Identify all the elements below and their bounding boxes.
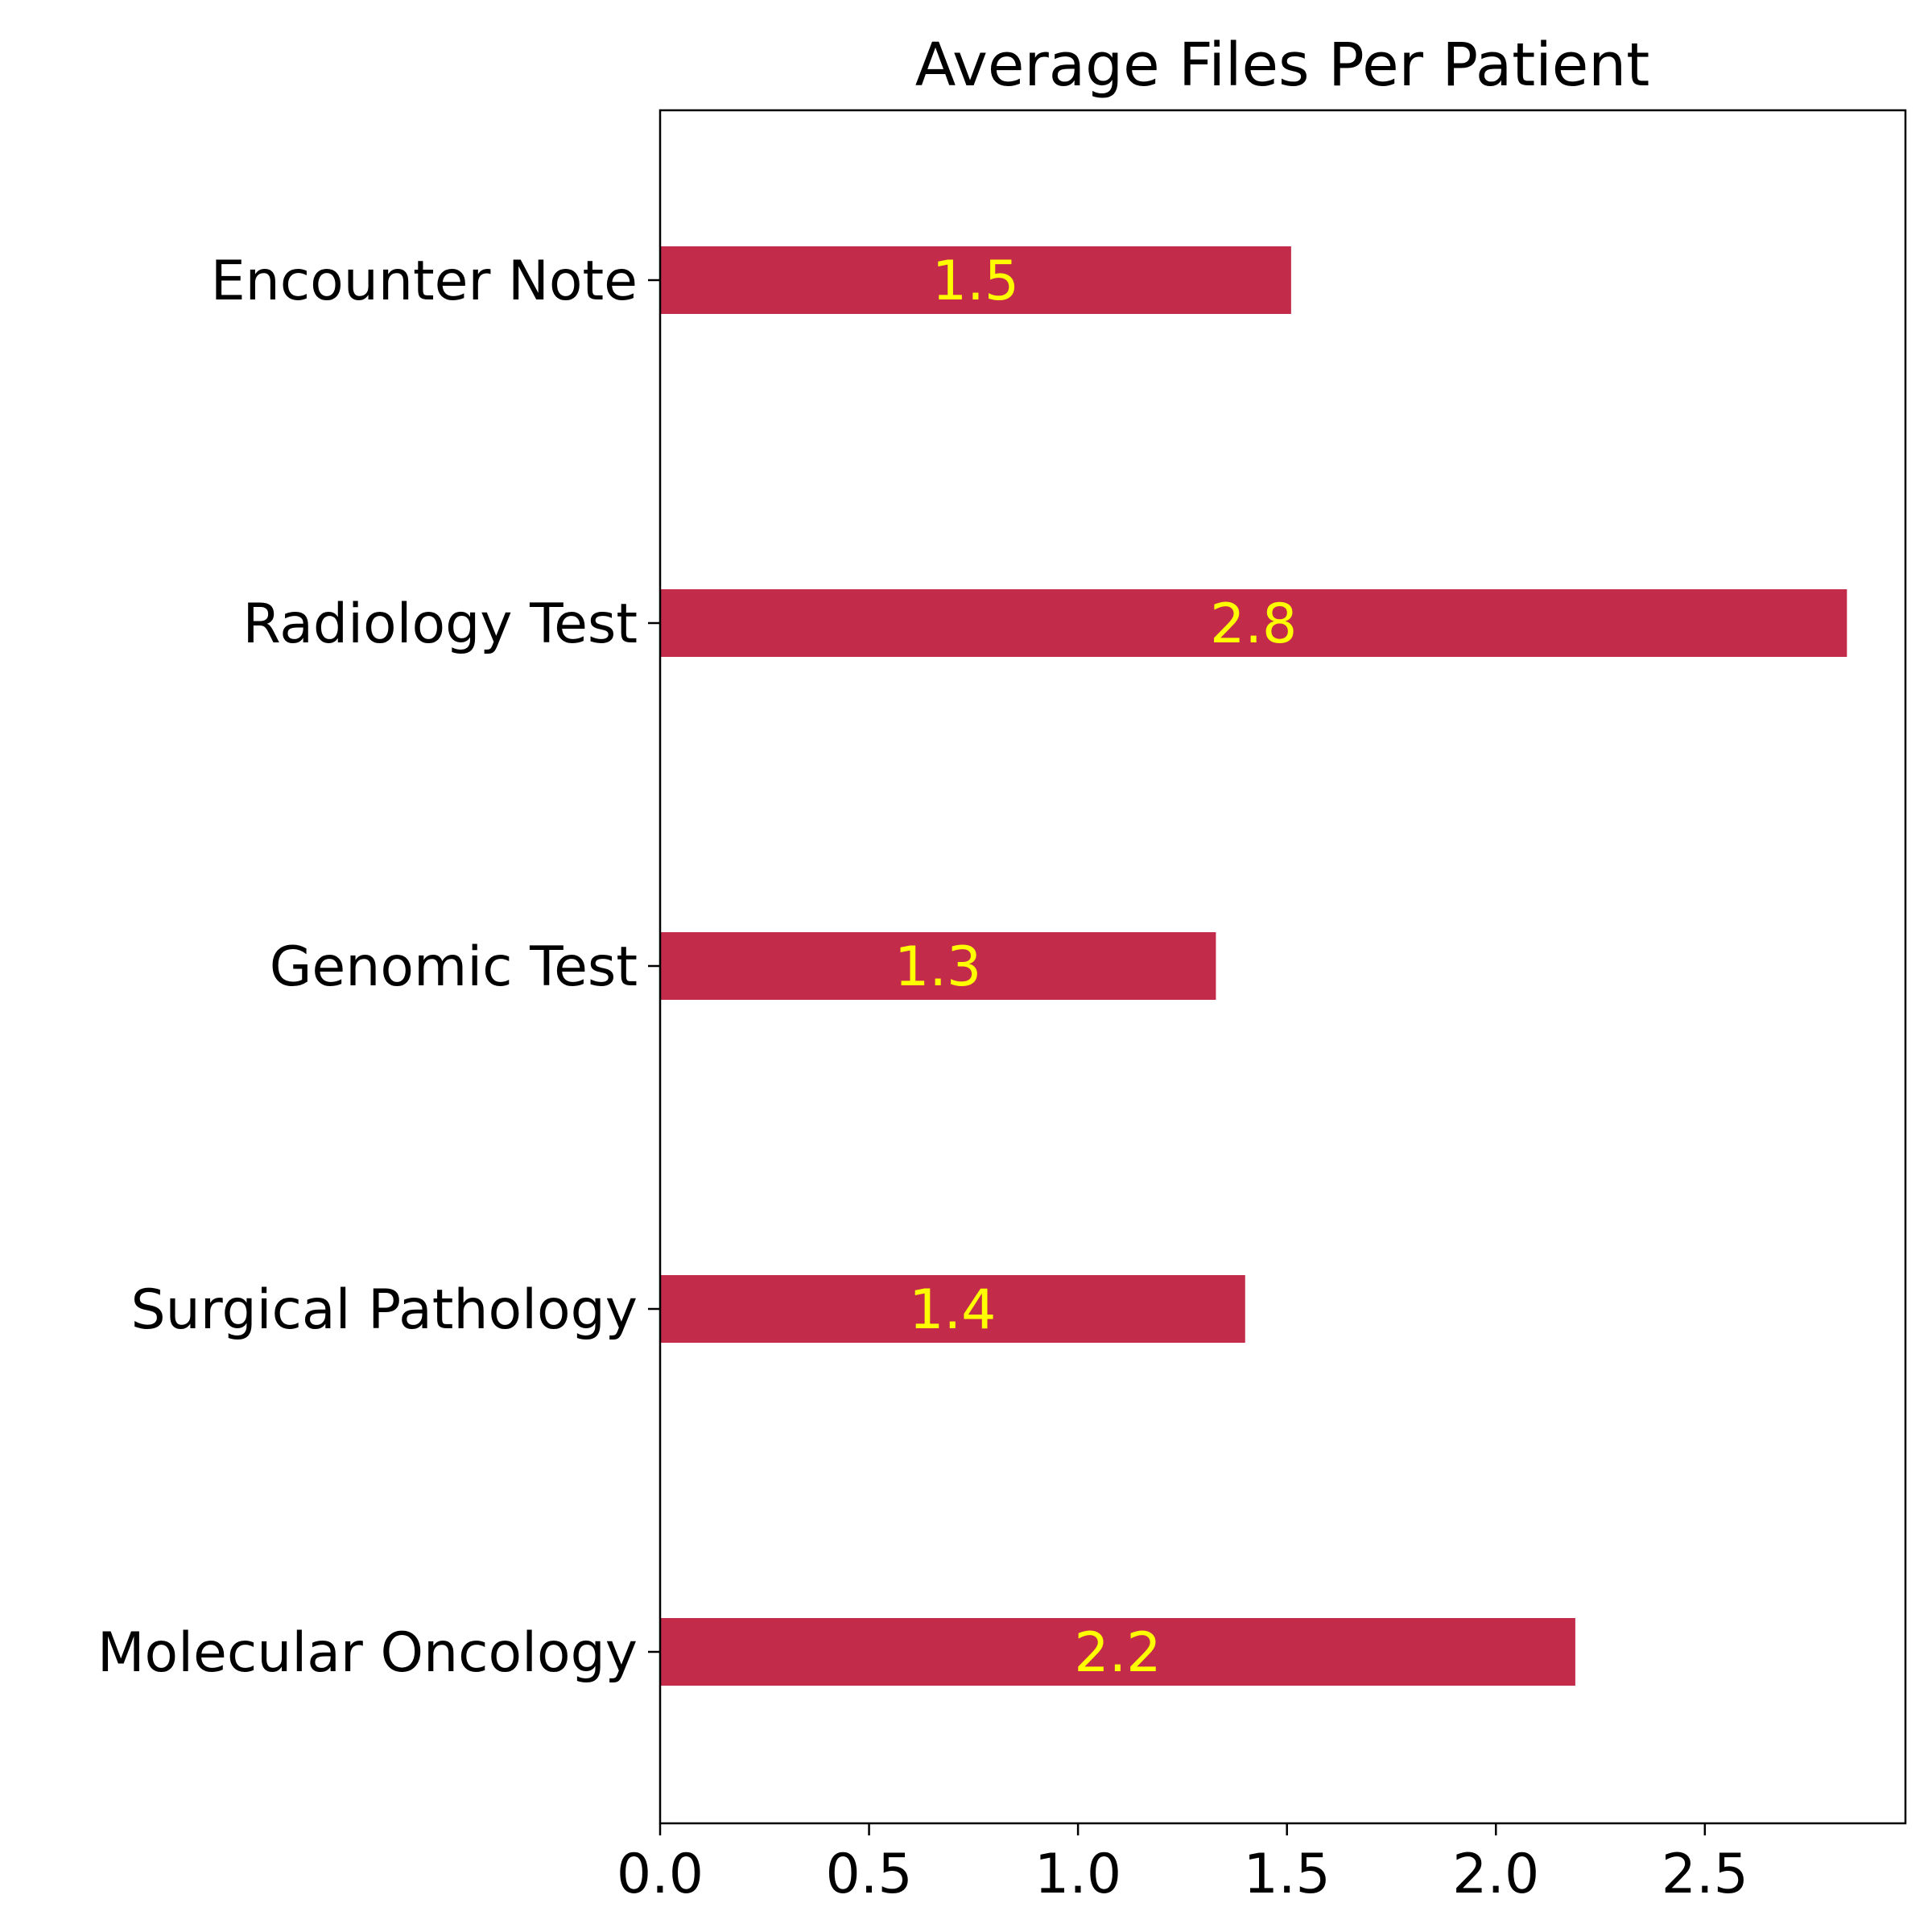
category-label-2: Genomic Test	[270, 935, 638, 999]
x-tick-label-4: 2.0	[1452, 1843, 1539, 1906]
category-label-0: Encounter Note	[211, 250, 638, 313]
category-label-3: Surgical Pathology	[130, 1278, 638, 1342]
data-label-1: 2.8	[1210, 592, 1297, 656]
category-label-4: Molecular Oncology	[97, 1621, 638, 1685]
data-label-4: 2.2	[1074, 1621, 1161, 1685]
bar-3	[660, 1275, 1245, 1343]
bars-group	[660, 246, 1847, 1686]
plot-frame	[658, 109, 1907, 1825]
data-label-0: 1.5	[932, 250, 1019, 313]
x-tick-label-1: 0.5	[825, 1843, 912, 1906]
bar-0	[660, 246, 1291, 314]
x-tick-label-5: 2.5	[1662, 1843, 1748, 1906]
x-tick-label-2: 1.0	[1034, 1843, 1121, 1906]
data-labels-group: 1.5 2.8 1.3 1.4 2.2	[894, 250, 1297, 1685]
chart-title: Average Files Per Patient	[915, 31, 1649, 100]
bar-2	[660, 932, 1216, 1000]
x-axis: 0.0 0.5 1.0 1.5 2.0 2.5	[617, 1823, 1748, 1906]
bar-4	[660, 1618, 1575, 1686]
bar-1	[660, 589, 1847, 657]
x-tick-label-3: 1.5	[1244, 1843, 1331, 1906]
data-label-3: 1.4	[909, 1278, 996, 1342]
y-axis: Encounter Note Radiology Test Genomic Test…	[97, 250, 660, 1685]
category-label-1: Radiology Test	[242, 592, 638, 656]
x-tick-label-0: 0.0	[617, 1843, 704, 1906]
data-label-2: 1.3	[894, 935, 981, 999]
